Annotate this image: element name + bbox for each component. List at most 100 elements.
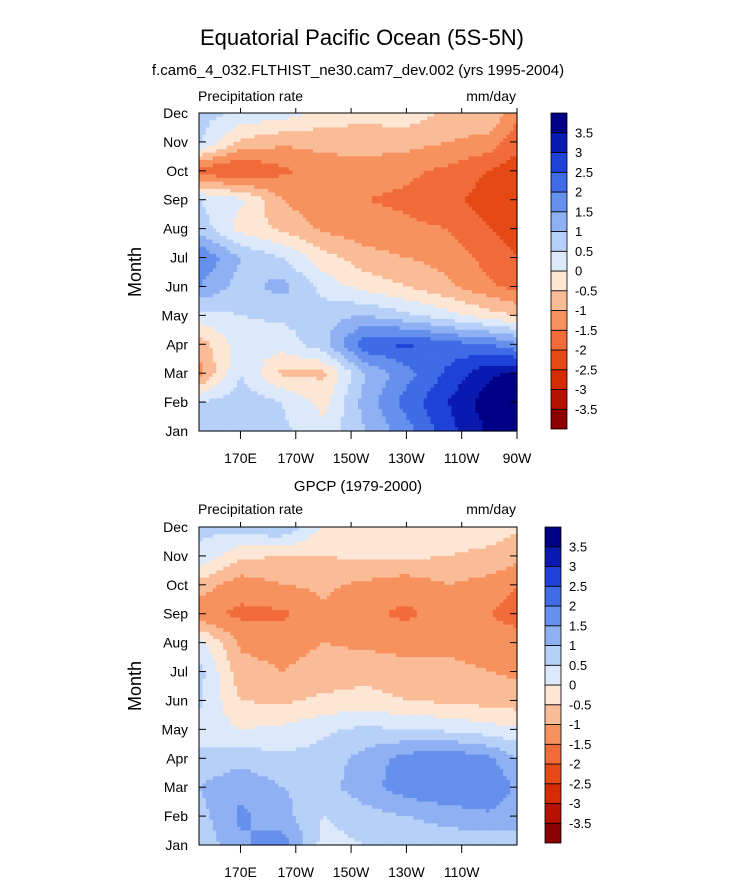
model-cell: [478, 174, 484, 179]
model-cell: [389, 149, 394, 154]
model-cell: [313, 145, 318, 150]
model-cell: [268, 116, 273, 121]
model-cell: [427, 275, 432, 280]
model-cell: [475, 286, 480, 291]
model-cell: [389, 232, 394, 237]
model-cell: [375, 293, 380, 298]
model-cell: [368, 293, 373, 298]
model-cell: [364, 210, 369, 215]
model-cell: [226, 264, 231, 269]
model-cell: [285, 116, 290, 121]
model-cell: [347, 131, 352, 136]
model-cell: [358, 279, 363, 284]
model-cell: [416, 199, 421, 204]
model-cell: [378, 250, 383, 255]
model-cell: [496, 188, 501, 194]
model-cell: [437, 210, 442, 215]
model-cell: [496, 228, 501, 233]
model-cell: [406, 141, 411, 147]
model-cell: [385, 120, 390, 125]
model-cell: [205, 235, 210, 241]
model-cell: [375, 253, 380, 259]
model-cell: [299, 279, 304, 284]
model-cell: [264, 304, 269, 309]
model-cell: [482, 225, 487, 230]
model-cell: [319, 167, 325, 172]
model-cell: [503, 149, 508, 154]
model-cell: [323, 123, 328, 129]
model-cell: [465, 167, 470, 172]
model-cell: [264, 156, 269, 161]
model-cell: [344, 304, 349, 309]
model-cell: [354, 206, 359, 212]
model-cell: [472, 113, 477, 118]
model-cell: [254, 250, 259, 255]
model-cell: [323, 127, 328, 132]
model-cell: [199, 300, 204, 306]
model-cell: [326, 138, 331, 143]
model-cell: [458, 214, 463, 219]
model-cell: [506, 123, 511, 129]
model-cell: [389, 138, 394, 143]
model-cell: [247, 199, 252, 204]
model-cell: [475, 188, 480, 194]
model-cell: [385, 261, 390, 266]
model-cell: [416, 152, 421, 157]
model-cell: [475, 192, 480, 197]
model-cell: [378, 293, 383, 298]
model-cell: [309, 214, 314, 219]
model-cell: [306, 188, 311, 194]
model-cell: [406, 152, 411, 157]
model-cell: [226, 232, 231, 237]
model-cell: [503, 178, 508, 183]
model-cell: [392, 167, 397, 172]
model-cell: [257, 152, 262, 157]
model-cell: [209, 181, 214, 186]
model-cell: [416, 167, 421, 172]
model-cell: [451, 163, 456, 168]
model-cell: [205, 297, 210, 302]
model-cell: [337, 149, 342, 154]
model-cell: [482, 239, 487, 244]
model-cell: [382, 199, 387, 204]
model-cell: [313, 159, 318, 165]
model-cell: [271, 185, 276, 190]
model-cell: [399, 181, 404, 186]
model-cell: [510, 120, 515, 125]
model-cell: [402, 293, 407, 298]
model-cell: [506, 214, 511, 219]
model-cell: [237, 253, 242, 259]
model-cell: [268, 174, 273, 179]
model-cell: [375, 268, 380, 273]
model-cell: [323, 145, 328, 150]
model-cell: [396, 188, 401, 194]
model-cell: [288, 127, 293, 132]
model-cell: [409, 127, 414, 132]
model-cell: [230, 286, 235, 291]
model-cell: [337, 286, 342, 291]
model-cell: [285, 272, 290, 277]
model-cell: [309, 116, 314, 121]
model-cell: [261, 170, 266, 176]
model-cell: [219, 127, 224, 132]
model-cell: [409, 206, 414, 212]
model-cell: [513, 163, 518, 168]
model-cell: [302, 141, 307, 147]
model-cell: [344, 131, 349, 136]
model-cell: [330, 116, 335, 121]
model-cell: [371, 134, 376, 139]
model-cell: [219, 272, 224, 277]
model-cell: [389, 243, 394, 248]
model-cell: [226, 235, 231, 241]
model-cell: [465, 123, 470, 129]
model-cell: [402, 127, 407, 132]
model-cell: [358, 206, 363, 212]
model-cell: [212, 138, 217, 143]
model-cell: [202, 145, 207, 150]
model-cell: [358, 239, 363, 244]
model-cell: [271, 145, 276, 150]
model-cell: [205, 149, 210, 154]
model-cell: [482, 214, 487, 219]
model-cell: [223, 120, 228, 125]
model-cell: [396, 297, 401, 302]
